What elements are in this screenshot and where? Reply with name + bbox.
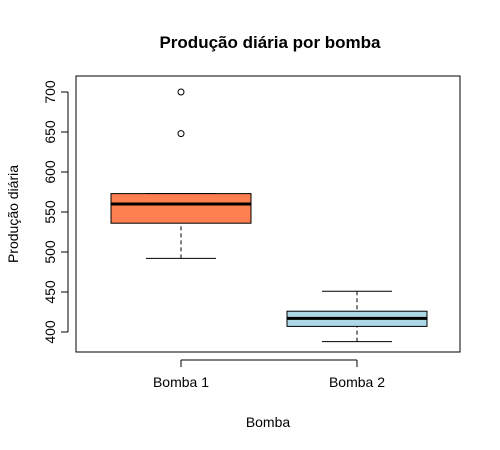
x-axis-label: Bomba xyxy=(246,414,291,430)
y-tick-label: 600 xyxy=(42,160,58,184)
box-2 xyxy=(286,290,428,343)
box-1 xyxy=(110,88,252,259)
y-axis: 400 450 500 550 600 650 700 xyxy=(42,80,69,344)
y-tick-label: 450 xyxy=(42,280,58,304)
y-tick-label: 550 xyxy=(42,200,58,224)
chart-title: Produção diária por bomba xyxy=(159,33,381,52)
outlier-point xyxy=(177,88,185,96)
y-tick-label: 650 xyxy=(42,120,58,144)
x-axis: Bomba 1 Bomba 2 xyxy=(153,359,385,390)
y-tick-label: 700 xyxy=(42,80,58,104)
outlier-point xyxy=(177,130,185,138)
y-tick-label: 500 xyxy=(42,240,58,264)
x-tick-label: Bomba 2 xyxy=(329,374,385,390)
iqr-box xyxy=(110,193,252,224)
plot-frame xyxy=(75,75,461,353)
y-tick-label: 400 xyxy=(42,320,58,344)
x-tick-label: Bomba 1 xyxy=(153,374,209,390)
y-axis-label: Produção diária xyxy=(5,165,21,263)
box-group xyxy=(110,88,428,343)
